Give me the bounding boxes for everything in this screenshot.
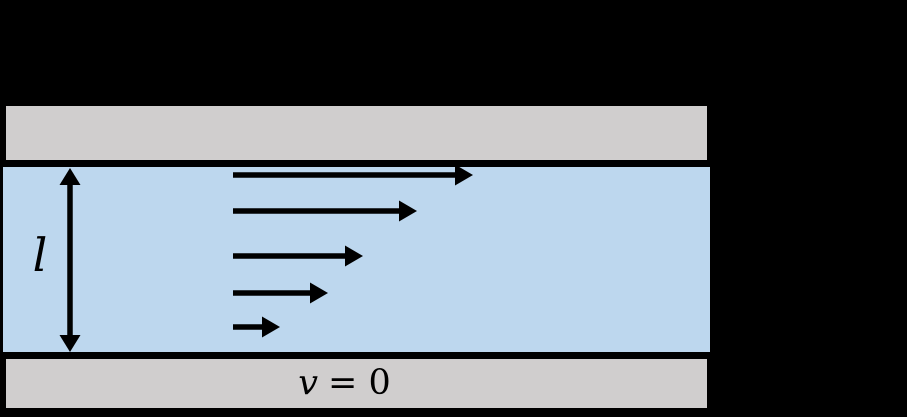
bottom-plate-velocity-label: v = 0 [298, 366, 391, 401]
fluid-region [3, 160, 710, 359]
top-plate [6, 106, 707, 160]
velocity-value: = 0 [328, 363, 391, 403]
gap-length-label: l [32, 228, 48, 282]
bottom-plate: v = 0 [6, 359, 707, 408]
velocity-symbol: v [298, 363, 319, 403]
